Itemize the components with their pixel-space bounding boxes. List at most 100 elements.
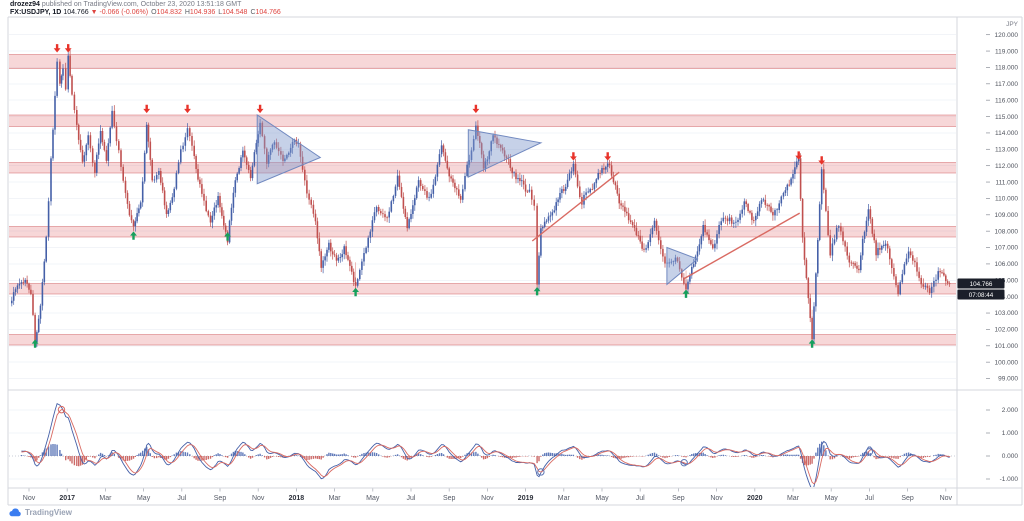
sr-zone bbox=[9, 54, 956, 69]
time-axis-label: Nov bbox=[23, 495, 36, 502]
price-axis-label: 109.000 bbox=[995, 212, 1019, 219]
price-axis-label: 105.000 bbox=[995, 277, 1019, 284]
macd-cross-marker bbox=[865, 448, 874, 456]
sr-zone bbox=[9, 162, 956, 174]
macd-axis-label: -1.000 bbox=[1000, 476, 1019, 483]
sell-signal-arrow bbox=[818, 156, 826, 165]
time-axis-label: Mar bbox=[787, 495, 800, 502]
macd-signal-line bbox=[21, 409, 950, 485]
time-axis-label: Nov bbox=[252, 495, 265, 502]
low-value: 104.548 bbox=[222, 9, 248, 16]
sell-signal-arrow bbox=[256, 104, 264, 114]
close-value: 104.766 bbox=[255, 9, 281, 16]
publisher-line: drozez94 published on TradingView.com, O… bbox=[10, 1, 281, 9]
symbol-line: FX:USDJPY, 1D 104.766 ▼ -0.066 (-0.06%) O… bbox=[10, 9, 281, 17]
buy-signal-arrow bbox=[682, 289, 690, 298]
macd-axis-label: 0.000 bbox=[1002, 453, 1019, 460]
sell-signal-arrow bbox=[472, 104, 480, 114]
time-axis-label: Sep bbox=[901, 495, 914, 502]
time-axis-label: Jul bbox=[177, 495, 186, 502]
pennant-pattern bbox=[666, 246, 699, 286]
sr-zone bbox=[9, 334, 956, 345]
time-axis[interactable]: Nov 2017 Mar May Jul Sep Nov 2018 Mar May Jul Sep No… bbox=[23, 488, 953, 503]
low-label: L bbox=[218, 9, 223, 16]
candlestick-series bbox=[11, 50, 951, 347]
price-change: ▼ -0.066 (-0.06%) bbox=[90, 9, 149, 16]
price-axis-label: 101.000 bbox=[995, 343, 1019, 350]
time-axis-label: Jul bbox=[407, 495, 416, 502]
pennant-pattern bbox=[256, 113, 322, 185]
macd-axis-label: 2.000 bbox=[1002, 407, 1019, 414]
macd-pane bbox=[20, 402, 951, 487]
price-axis-label: 104.000 bbox=[995, 294, 1019, 301]
gridlines bbox=[9, 34, 956, 480]
published-info: published on TradingView.com, October 23… bbox=[41, 1, 242, 8]
time-axis-label: May bbox=[825, 495, 839, 502]
macd-axis-label: 1.000 bbox=[1002, 430, 1019, 437]
price-axis-label: 115.000 bbox=[995, 114, 1018, 121]
buy-signal-arrow bbox=[130, 231, 137, 240]
time-axis-label: Nov bbox=[710, 495, 723, 502]
support-resistance-zones bbox=[9, 53, 956, 346]
sell-signal-arrow bbox=[53, 44, 61, 53]
candlestick-bodies-down bbox=[22, 55, 951, 342]
countdown-label: 07:08:44 bbox=[969, 292, 994, 299]
price-axis-label: 119.000 bbox=[995, 48, 1018, 55]
time-axis-label: 2017 bbox=[59, 495, 75, 502]
trend-line bbox=[683, 212, 801, 280]
time-axis-label: May bbox=[366, 495, 380, 502]
last-price-label: 104.766 bbox=[970, 281, 993, 288]
price-axis-label: 110.000 bbox=[995, 196, 1018, 203]
tradingview-wordmark: TradingView bbox=[25, 507, 72, 517]
sr-zone bbox=[9, 114, 956, 127]
buy-signal-arrow bbox=[352, 287, 359, 297]
publisher-name: drozez94 bbox=[10, 1, 40, 8]
last-price-tag: 104.766 07:08:44 bbox=[957, 278, 1005, 300]
time-axis-label: 2018 bbox=[289, 495, 305, 502]
time-axis-label: 2020 bbox=[747, 495, 763, 502]
price-axis-label: 114.000 bbox=[995, 130, 1018, 137]
price-axis-label: 107.000 bbox=[995, 245, 1019, 252]
macd-histogram-negative bbox=[26, 456, 951, 467]
open-label: O bbox=[151, 9, 157, 16]
high-value: 104.936 bbox=[189, 9, 216, 16]
price-axis[interactable]: JPY 120.000 119.000 118.000 117.000 116.000 11… bbox=[986, 21, 1019, 483]
time-axis-label: Jul bbox=[636, 495, 645, 502]
price-axis-label: 117.000 bbox=[995, 81, 1018, 88]
price-axis-label: 102.000 bbox=[995, 327, 1019, 334]
tradingview-attribution[interactable]: TradingView bbox=[9, 507, 72, 517]
price-axis-label: 116.000 bbox=[995, 97, 1018, 104]
price-axis-label: 99.000 bbox=[998, 376, 1018, 383]
chart-header: drozez94 published on TradingView.com, O… bbox=[10, 1, 281, 17]
signal-arrows bbox=[31, 44, 826, 348]
trend-line bbox=[531, 171, 620, 242]
time-axis-label: May bbox=[595, 495, 609, 502]
trend-lines bbox=[531, 171, 801, 280]
sell-signal-arrow bbox=[184, 104, 191, 114]
sell-signal-arrow bbox=[795, 151, 803, 160]
last-price: 104.766 bbox=[63, 9, 89, 16]
sell-signal-arrow bbox=[604, 152, 612, 161]
close-label: C bbox=[250, 9, 256, 16]
price-axis-label: 120.000 bbox=[995, 32, 1019, 39]
time-axis-label: Mar bbox=[558, 495, 571, 502]
sell-signal-arrow bbox=[143, 104, 151, 114]
time-axis-label: Sep bbox=[214, 495, 227, 502]
symbol-title: FX:USDJPY, 1D bbox=[10, 9, 62, 16]
price-axis-label: 113.000 bbox=[995, 147, 1018, 154]
buy-signal-arrow bbox=[31, 339, 39, 348]
time-axis-label: Mar bbox=[99, 495, 112, 502]
currency-label: JPY bbox=[1006, 21, 1019, 28]
macd-cross-marker bbox=[537, 468, 545, 476]
time-axis-label: Sep bbox=[443, 495, 456, 502]
macd-cross-marker bbox=[680, 458, 688, 467]
time-axis-label: Sep bbox=[672, 495, 685, 502]
price-axis-label: 118.000 bbox=[995, 65, 1018, 72]
sr-zone bbox=[9, 226, 956, 237]
time-axis-label: 2019 bbox=[518, 495, 534, 502]
buy-signal-arrow bbox=[533, 287, 541, 296]
macd-line bbox=[21, 402, 950, 487]
time-axis-label: Nov bbox=[481, 495, 494, 502]
